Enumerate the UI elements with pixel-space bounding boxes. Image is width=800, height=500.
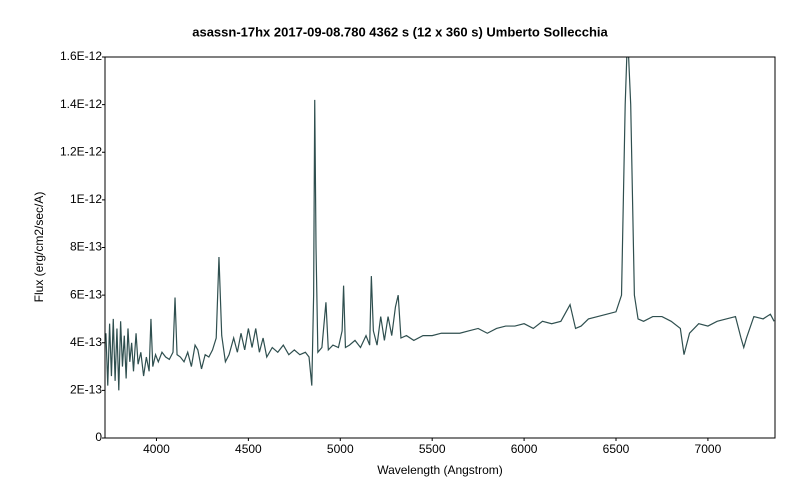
y-tick-label: 1E-12 [70,192,102,206]
y-tick-label: 6E-13 [70,287,102,301]
y-tick-label: 1.2E-12 [60,144,102,158]
y-tick-label: 2E-13 [70,383,102,397]
y-tick-label: 1.6E-12 [60,49,102,63]
x-tick-label: 6500 [603,442,630,456]
y-axis-label: Flux (erg/cm2/sec/A) [32,192,46,303]
x-tick-label: 4000 [143,442,170,456]
y-tick-label: 1.4E-12 [60,97,102,111]
spectrum-line [105,57,775,391]
y-tick-label: 4E-13 [70,335,102,349]
x-tick-label: 5500 [419,442,446,456]
x-axis-label: Wavelength (Angstrom) [377,463,503,477]
y-tick-label: 8E-13 [70,240,102,254]
y-tick-label: 0 [95,430,102,444]
x-tick-label: 6000 [511,442,538,456]
plot-frame [104,56,776,439]
x-tick-label: 5000 [327,442,354,456]
x-tick-label: 4500 [235,442,262,456]
chart-title: asassn-17hx 2017-09-08.780 4362 s (12 x … [192,24,608,39]
plot-area [105,57,775,391]
x-tick-label: 7000 [695,442,722,456]
